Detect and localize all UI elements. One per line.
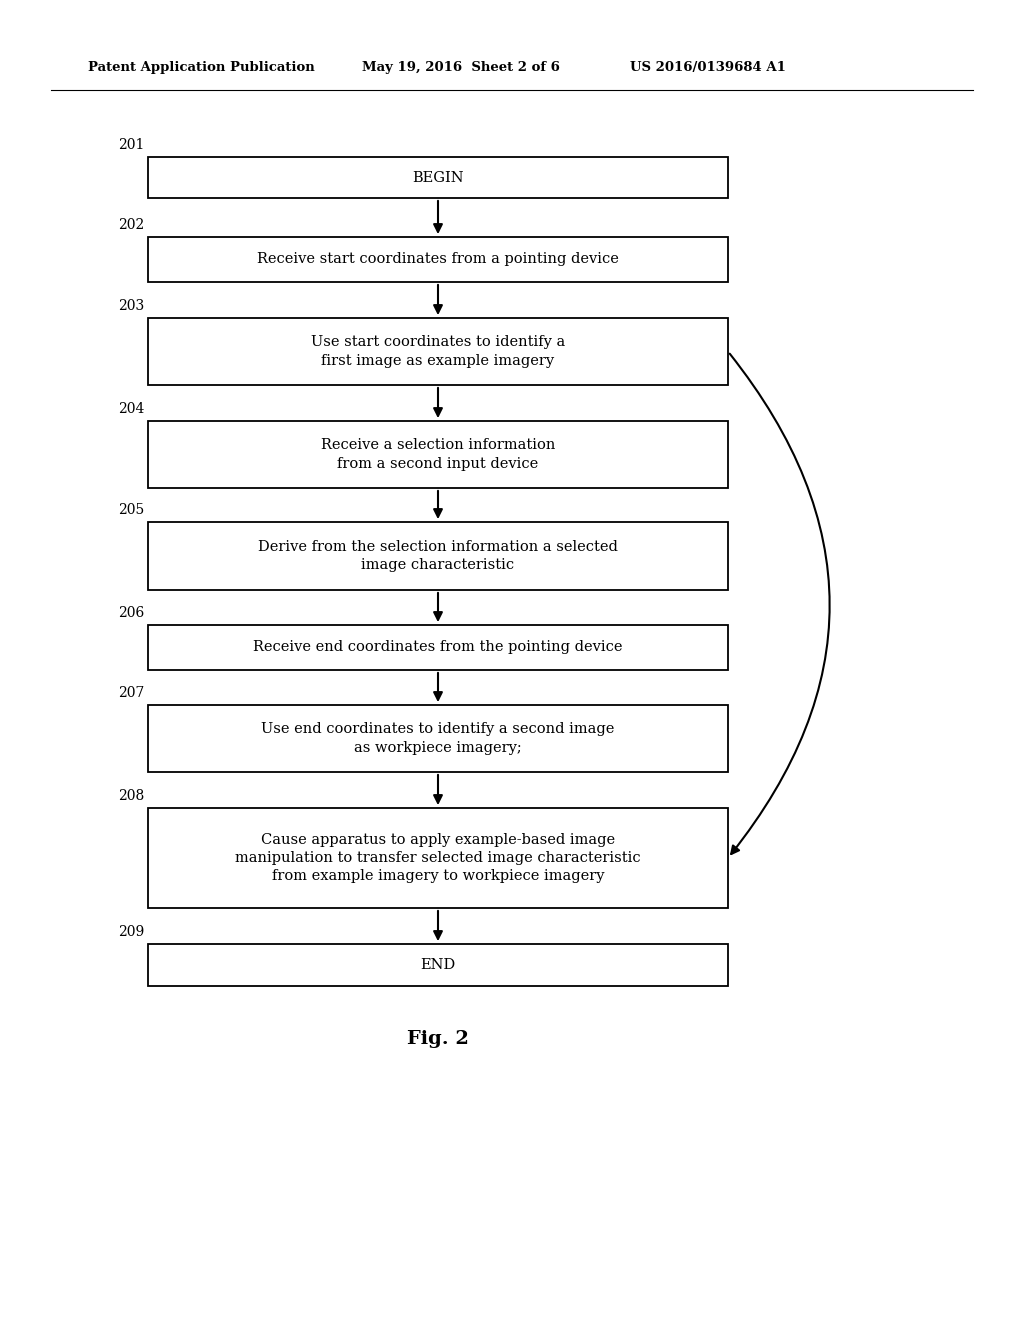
Text: Receive end coordinates from the pointing device: Receive end coordinates from the pointin… — [253, 640, 623, 655]
Text: Fig. 2: Fig. 2 — [408, 1030, 469, 1048]
Bar — [148, 238, 728, 282]
Text: 209: 209 — [118, 925, 144, 939]
Bar — [148, 944, 728, 986]
Bar — [148, 421, 728, 488]
Bar — [148, 705, 728, 772]
Text: 204: 204 — [118, 403, 144, 416]
Text: END: END — [421, 958, 456, 972]
Bar — [148, 808, 728, 908]
Text: Use end coordinates to identify a second image
as workpiece imagery;: Use end coordinates to identify a second… — [261, 722, 614, 755]
Text: Use start coordinates to identify a
first image as example imagery: Use start coordinates to identify a firs… — [311, 335, 565, 368]
Text: Derive from the selection information a selected
image characteristic: Derive from the selection information a … — [258, 540, 617, 572]
Text: Cause apparatus to apply example-based image
manipulation to transfer selected i: Cause apparatus to apply example-based i… — [236, 833, 641, 883]
Bar — [148, 318, 728, 385]
Text: Receive start coordinates from a pointing device: Receive start coordinates from a pointin… — [257, 252, 618, 267]
Text: 203: 203 — [118, 300, 144, 313]
Text: 208: 208 — [118, 789, 144, 803]
Text: 202: 202 — [118, 218, 144, 232]
Text: Receive a selection information
from a second input device: Receive a selection information from a s… — [321, 438, 555, 471]
Text: 205: 205 — [118, 503, 144, 517]
Text: 206: 206 — [118, 606, 144, 620]
Bar — [148, 521, 728, 590]
Text: US 2016/0139684 A1: US 2016/0139684 A1 — [630, 62, 785, 74]
Bar — [148, 624, 728, 671]
Text: 207: 207 — [118, 686, 144, 700]
Text: Patent Application Publication: Patent Application Publication — [88, 62, 314, 74]
Text: May 19, 2016  Sheet 2 of 6: May 19, 2016 Sheet 2 of 6 — [362, 62, 560, 74]
Bar — [148, 157, 728, 198]
Text: 201: 201 — [118, 139, 144, 152]
Text: BEGIN: BEGIN — [413, 170, 464, 185]
